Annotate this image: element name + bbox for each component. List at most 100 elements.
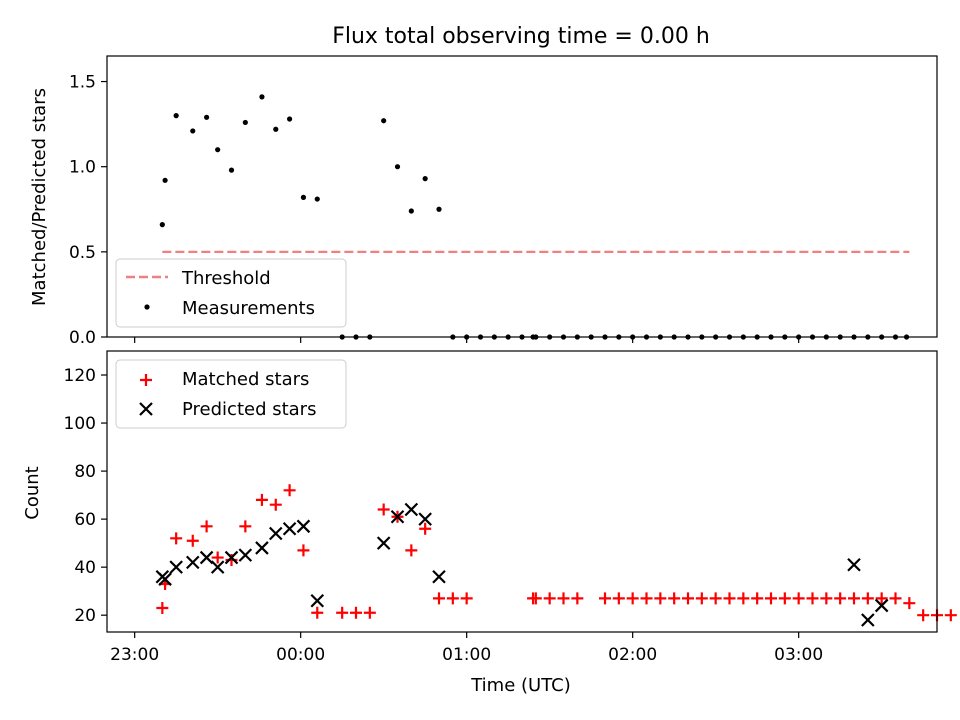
measurement-point [228,167,235,173]
matched-star-point [792,592,805,605]
matched-star-point [156,601,169,614]
matched-star-point [723,592,736,605]
top-title: Flux total observing time = 0.00 h [332,24,710,49]
matched-star-point [889,592,902,605]
top-axes-frame [106,55,938,338]
threshold-legend-label: Threshold [181,268,271,289]
predicted-star-point [169,560,183,574]
y-tick-label: 0.0 [69,328,96,348]
top-legend-box [115,258,347,328]
matched-star-point [363,606,376,619]
matched-star-point [820,592,833,605]
matched-star-point [336,606,349,619]
measurement-point [215,147,221,153]
bottom-legend: Matched stars Predicted stars [115,359,347,429]
x-tick-label: 02:00 [608,645,657,665]
top-legend: Threshold Measurements [115,258,347,328]
matched-star-point [543,592,556,605]
measurement-point [173,113,179,119]
matched-star-point [944,609,957,622]
matched-star-point [460,592,473,605]
matched-star-point [225,553,238,566]
measurement-point [162,177,168,183]
bottom-ylabel: Count [22,466,43,519]
x-tick-label: 00:00 [276,645,325,665]
bottom-axes-frame [106,350,938,633]
measurements-legend-marker [144,304,150,310]
top-ylabel: Matched/Predicted stars [29,88,50,306]
matched-star-point [405,544,418,557]
predicted-legend-marker [139,402,153,416]
y-tick-label: 1.5 [69,73,96,93]
matched-star-point [571,592,584,605]
measurement-point [242,119,248,126]
y-tick-label: 120 [64,366,96,386]
measurement-point [273,126,279,132]
measurement-point [422,176,428,182]
predicted-star-point [158,572,172,586]
matched-star-point [626,592,639,605]
predicted-star-point [296,519,311,534]
predicted-star-point [185,555,200,570]
measurement-point [436,206,442,212]
measurement-point [314,196,320,202]
x-tick-label: 23:00 [110,645,159,665]
measurement-point [259,94,265,100]
predicted-star-point [282,521,297,536]
matched-star-point [529,592,542,605]
y-tick-label: 20 [74,606,96,626]
matched-star-point [239,520,252,533]
matched-star-point [765,592,777,605]
matched-star-point [269,498,282,511]
y-tick-label: 0.5 [69,243,96,263]
y-tick-label: 40 [74,558,96,578]
predicted-star-point [224,550,239,565]
predicted-star-point [199,550,214,565]
matched-star-point [599,592,611,605]
matched-star-point [875,592,888,605]
bottom-plot-area: 20 40 60 80 100 120 23:00 00:00 01:00 02:00 03:00 [64,366,957,665]
matched-star-point [186,534,199,547]
matched-legend-label: Matched stars [182,369,309,390]
top-panel: Flux total observing time = 0.00 h Match… [29,24,938,348]
predicted-star-point [418,512,432,526]
predicted-star-point [861,613,875,627]
y-tick-label: 80 [74,462,96,482]
bottom-xlabel: Time (UTC) [470,675,571,696]
matched-star-point [170,532,183,545]
matched-star-point [654,592,667,605]
matched-star-point [806,592,819,605]
matched-star-point [433,592,445,605]
matched-star-point [255,493,268,506]
matched-legend-marker [140,374,152,386]
y-tick-label: 1.0 [69,158,96,178]
predicted-star-point [255,541,269,555]
matched-star-point [834,592,847,605]
x-tick-label: 01:00 [442,645,491,665]
predicted-star-point [210,560,225,574]
measurement-point [408,208,414,214]
matched-star-point [311,606,324,619]
predicted-star-point [847,557,861,572]
measurement-point [159,222,165,228]
bottom-legend-box [115,359,347,429]
matched-star-point [848,592,860,605]
measurement-point [394,164,401,170]
matched-star-point [446,592,459,605]
predicted-star-point [874,598,889,613]
y-tick-label: 60 [74,510,96,530]
matched-star-point [283,484,296,497]
matched-star-point [377,503,390,516]
predicted-legend-label: Predicted stars [182,399,316,420]
measurement-point [300,194,307,200]
matched-star-point [709,592,722,605]
matched-star-point [737,592,750,605]
matched-star-point [668,592,681,605]
matched-star-point [211,551,224,564]
predicted-star-point [390,509,405,524]
predicted-star-point [238,548,253,562]
matched-star-point [419,522,432,535]
bottom-panel: Count Time (UTC) 20 40 60 80 100 120 23:00 00:0… [22,350,957,696]
measurements-legend-label: Measurements [182,298,315,319]
